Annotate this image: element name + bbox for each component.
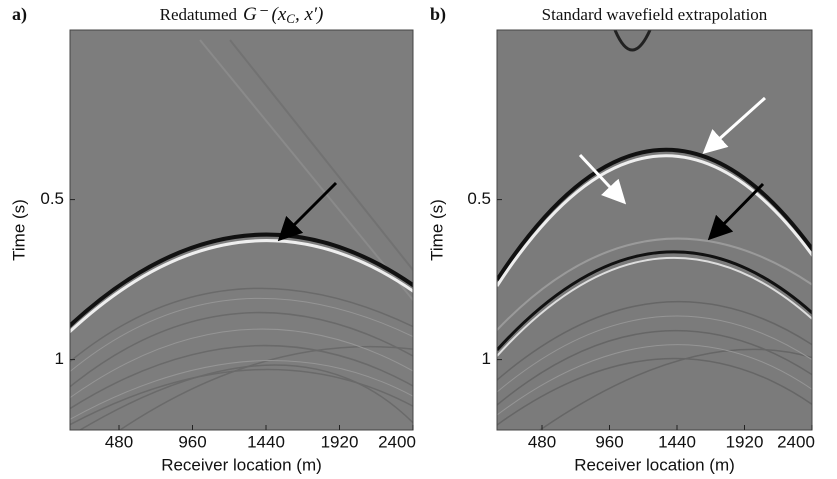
x-tick-label: 1920 — [726, 432, 764, 451]
title-math-sub: C — [286, 11, 295, 26]
title-text: Redatumed — [160, 5, 238, 24]
seismic-image — [497, 30, 812, 430]
x-tick-label: 960 — [595, 432, 623, 451]
x-tick-label: 480 — [105, 432, 133, 451]
y-tick-label: 0.5 — [467, 189, 491, 208]
x-tick-label: 1920 — [321, 432, 359, 451]
title-text: Standard wavefield extrapolation — [542, 5, 768, 24]
y-tick-label: 0.5 — [40, 189, 64, 208]
plot-frame — [496, 29, 813, 431]
x-tick-label: 480 — [528, 432, 556, 451]
y-axis-label: Time (s) — [427, 199, 446, 261]
chart-title: Standard wavefield extrapolation — [542, 5, 768, 24]
x-axis-label: Receiver location (m) — [574, 455, 735, 474]
chart-title: Redatumed G⁻ (xC, x′) — [160, 4, 324, 26]
panel-label: b) — [430, 4, 446, 25]
x-tick-label: 1440 — [247, 432, 285, 451]
plot-frame — [69, 29, 414, 431]
y-tick-label: 1 — [482, 349, 491, 368]
title-math-end: , x′) — [295, 4, 323, 25]
seismic-image — [70, 30, 413, 430]
x-tick-label: 2400 — [777, 432, 815, 451]
title-math: G⁻ (x — [243, 4, 287, 25]
x-axis-label: Receiver location (m) — [161, 455, 322, 474]
panel-label: a) — [12, 4, 27, 25]
x-tick-label: 2400 — [378, 432, 416, 451]
x-tick-label: 1440 — [658, 432, 696, 451]
x-tick-label: 960 — [178, 432, 206, 451]
y-tick-label: 1 — [55, 349, 64, 368]
y-axis-label: Time (s) — [9, 199, 28, 261]
